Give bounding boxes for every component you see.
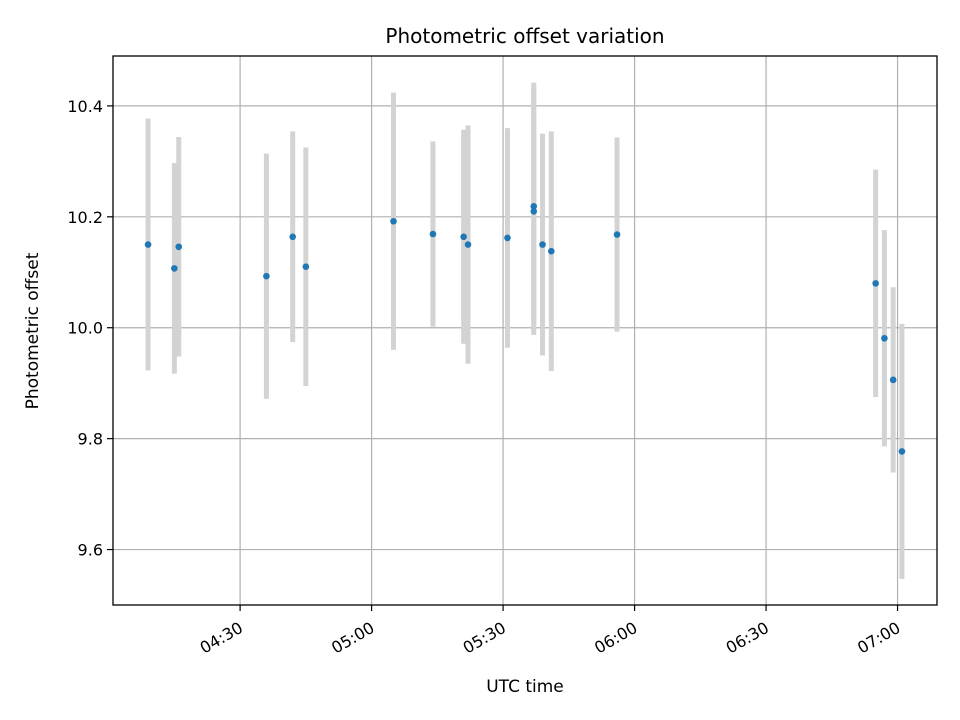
plot-frame <box>112 55 938 606</box>
data-point <box>144 241 152 248</box>
data-point <box>263 272 270 280</box>
data-point <box>302 263 310 271</box>
x-tick-label: 06:30 <box>723 618 772 658</box>
x-axis-label: UTC time <box>486 677 564 697</box>
data-point <box>289 233 297 241</box>
data-point <box>613 231 621 238</box>
x-tick-label: 04:30 <box>197 618 246 658</box>
chart-title: Photometric offset variation <box>385 24 664 48</box>
data-point <box>530 207 538 215</box>
data-point <box>881 334 888 342</box>
data-point <box>889 376 897 384</box>
data-point <box>171 265 178 272</box>
x-tick-label: 05:00 <box>328 618 377 658</box>
data-point <box>530 202 538 210</box>
data-points <box>144 202 906 455</box>
x-tick-label: 05:30 <box>460 618 509 658</box>
y-tick-label: 10.0 <box>67 319 103 338</box>
axis-ticks: 9.6 9.8 10.0 10.2 10.4 04:30 05:00 05:30 06:00 06… <box>67 97 903 658</box>
y-tick-label: 10.2 <box>67 208 103 227</box>
data-point <box>464 241 472 248</box>
data-point <box>898 448 906 455</box>
data-point <box>539 241 546 248</box>
data-point <box>390 217 397 225</box>
grid <box>113 56 937 605</box>
data-point <box>175 243 183 251</box>
x-tick-label: 07:00 <box>854 618 903 658</box>
y-tick-label: 10.4 <box>67 97 103 116</box>
error-bars <box>145 82 905 579</box>
x-tick-label: 06:00 <box>591 618 640 658</box>
data-point <box>429 230 437 238</box>
y-tick-label: 9.6 <box>78 541 103 560</box>
data-point <box>504 234 511 242</box>
data-point <box>872 280 879 287</box>
y-axis-label: Photometric offset <box>23 252 43 409</box>
data-point <box>460 233 467 241</box>
data-point <box>547 247 555 255</box>
y-tick-label: 9.8 <box>78 430 103 449</box>
